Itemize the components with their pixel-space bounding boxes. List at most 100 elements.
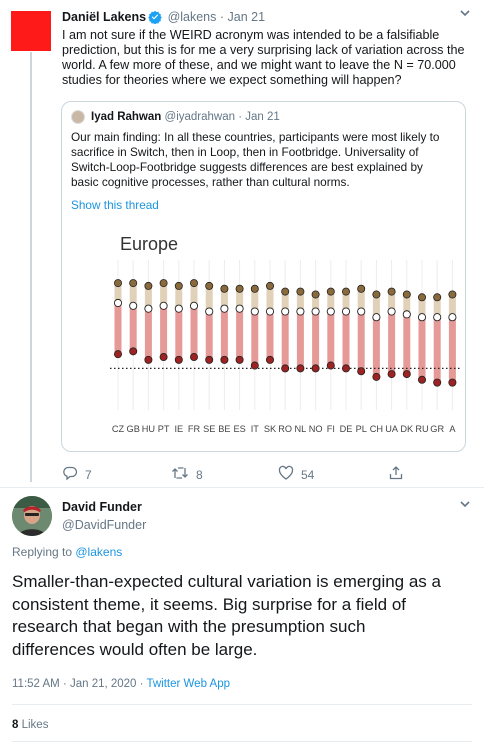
point-bottom [235,355,244,364]
chevron-down-icon[interactable] [458,497,472,511]
like-action[interactable]: 54 [278,465,314,482]
range-bar-lower [418,317,426,380]
europe-dot-chart: Europe CZ GB HU PT IE FR SE BE ES IT SK RO NL NO FI DE P… [110,234,461,434]
range-bar-lower [281,311,289,369]
thread-line [30,52,32,482]
x-tick-label: DE [340,424,353,434]
quoted-author-handle: @iyadrahwan [164,111,236,123]
replying-to: Replying to @lakens [12,545,122,559]
point-top [250,284,259,293]
range-bar-upper [160,283,168,306]
point-top [281,287,290,296]
range-bar-upper [205,285,213,312]
point-bottom [159,353,168,362]
share-icon [388,465,404,484]
point-middle [341,307,351,316]
author-handle[interactable]: @lakens [167,10,217,24]
funder-avatar[interactable] [12,496,52,536]
author-name[interactable]: Daniël Lakens [62,10,147,24]
reply-action[interactable]: 7 [62,465,92,484]
range-bar-lower [236,308,244,360]
point-top [326,287,335,296]
range-bar-lower [144,308,152,360]
point-top [296,287,305,296]
separator: · [219,10,225,24]
range-bar-upper [190,283,198,306]
x-tick-label: IE [174,424,183,434]
range-bar-upper [266,285,274,312]
source-link[interactable]: Twitter Web App [146,678,230,690]
x-tick-label: BE [218,424,230,434]
point-middle [235,304,244,313]
rahwan-avatar [71,110,85,124]
point-bottom [220,355,229,364]
chart-title: Europe [120,234,178,254]
range-bar-lower [190,305,198,358]
divider [0,487,484,488]
quoted-tweet-card[interactable]: Iyad Rahwan @iyadrahwan · Jan 21 Our mai… [61,101,466,452]
point-middle [159,301,168,310]
point-top [113,279,122,288]
point-top [417,293,426,302]
range-bar-upper [281,291,289,312]
share-action[interactable] [388,465,404,481]
range-bar-upper [418,297,426,318]
range-bar-lower [357,311,365,372]
point-bottom [402,370,411,379]
point-bottom [174,355,183,364]
point-middle [220,304,229,313]
point-bottom [357,367,366,376]
point-bottom [326,361,335,370]
reply-icon [62,465,78,484]
range-bar-upper [175,285,183,309]
point-top [220,284,229,293]
point-top [341,287,350,296]
range-bar-lower [388,311,396,375]
x-tick-label: PL [356,424,367,434]
x-tick-label: CH [370,424,383,434]
verified-icon [148,10,162,28]
x-tick-label: NO [309,424,323,434]
point-top [205,281,214,290]
chevron-down-icon[interactable] [458,6,472,20]
replying-to-link[interactable]: @lakens [75,545,123,559]
point-bottom [433,378,442,387]
point-bottom [311,364,320,373]
x-tick-label: RU [415,424,428,434]
point-top [144,281,153,290]
likes-summary[interactable]: 8 Likes [12,719,48,731]
point-middle [417,313,427,322]
range-bar-upper [448,294,456,318]
x-tick-label: A [449,424,456,434]
reply-author-name[interactable]: David Funder [62,500,142,514]
point-top [265,281,274,290]
range-bar-lower [129,305,137,352]
range-bar-lower [175,308,183,360]
point-middle [387,307,396,316]
range-bar-lower [205,311,213,360]
tweet-timestamp[interactable]: 11:52 AM · Jan 21, 2020 · [12,678,147,690]
reply-tweet-text: Smaller-than-expected cultural variation… [12,572,441,659]
x-tick-label: FI [327,424,335,434]
range-bar-upper [236,288,244,309]
point-bottom [190,353,199,362]
x-tick-label: IT [251,424,260,434]
point-bottom [129,347,138,356]
range-bar-upper [251,288,259,312]
point-middle [311,307,320,316]
x-tick-label: GB [127,424,140,434]
range-bar-lower [372,317,380,377]
lakens-avatar[interactable] [11,11,51,51]
reply-author-handle[interactable]: @DavidFunder [62,518,147,532]
point-middle [174,304,183,313]
tweet-date[interactable]: Jan 21 [227,10,266,24]
retweet-action[interactable]: 8 [171,465,203,482]
point-top [387,287,396,296]
quoted-tweet-text: Our main finding: In all these countries… [71,130,440,189]
range-bar-upper [129,283,137,306]
point-top [402,290,411,299]
show-thread-link[interactable]: Show this thread [71,198,159,212]
divider [12,704,472,705]
point-top [190,279,199,288]
range-bar-upper [342,291,350,312]
